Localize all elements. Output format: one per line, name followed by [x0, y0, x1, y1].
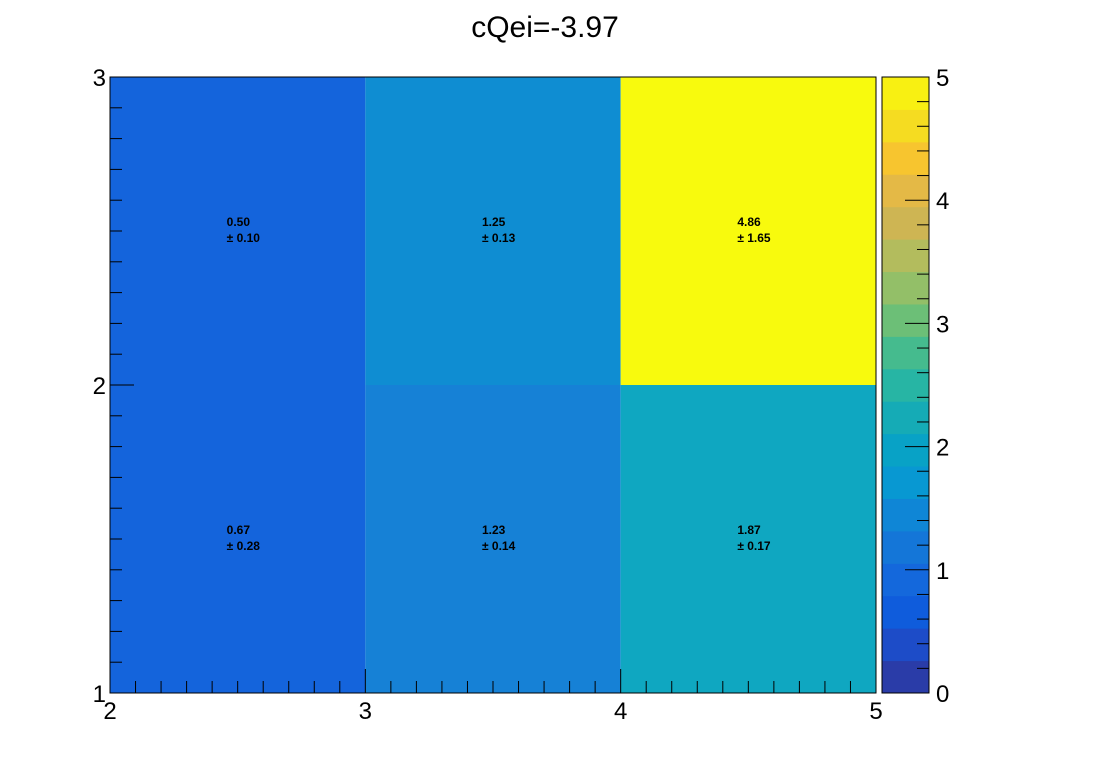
- color-scale-band: [882, 336, 929, 370]
- color-scale-band: [882, 628, 929, 662]
- cell-value-label: 1.25: [482, 215, 506, 229]
- z-tick-label: 5: [936, 65, 949, 92]
- heatmap-cell: [620, 385, 876, 693]
- cell-error-label: ± 0.28: [227, 539, 261, 553]
- x-tick-label: 2: [103, 698, 116, 725]
- color-scale-band: [882, 530, 929, 564]
- cell-error-label: ± 1.65: [737, 231, 771, 245]
- color-scale-band: [882, 271, 929, 305]
- z-tick-label: 4: [936, 188, 949, 215]
- z-tick-label: 2: [936, 435, 949, 462]
- color-scale-band: [882, 303, 929, 337]
- y-tick-label: 3: [93, 65, 106, 92]
- cell-labels: 0.67 ± 0.28 1.23 ± 0.14 1.87 ± 0.17 0.50 ± 0.10…: [227, 215, 771, 553]
- z-tick-label: 1: [936, 558, 949, 585]
- color-scale-band: [882, 206, 929, 240]
- heatmap-cells: [110, 77, 876, 693]
- cell-error-label: ± 0.10: [227, 231, 261, 245]
- color-scale-band: [882, 77, 929, 110]
- color-scale-band: [882, 595, 929, 629]
- heatmap-cell: [620, 77, 876, 385]
- color-scale-band: [882, 401, 929, 435]
- chart-title: cQei=-3.97: [471, 11, 619, 44]
- cell-value-label: 0.50: [227, 215, 251, 229]
- color-scale-band: [882, 563, 929, 597]
- x-tick-label: 3: [359, 698, 372, 725]
- color-scale-band: [882, 498, 929, 532]
- color-scale-band: [882, 368, 929, 402]
- cell-value-label: 1.87: [737, 523, 761, 537]
- cell-value-label: 4.86: [737, 215, 761, 229]
- cell-error-label: ± 0.17: [737, 539, 771, 553]
- heatmap-cell: [110, 77, 366, 385]
- color-scale-band: [882, 174, 929, 208]
- cell-error-label: ± 0.14: [482, 539, 516, 553]
- color-scale: [881, 76, 930, 694]
- y-tick-label: 2: [93, 373, 106, 400]
- z-tick-label: 0: [936, 681, 949, 708]
- color-scale-band: [882, 433, 929, 467]
- heatmap-cell: [365, 385, 621, 693]
- x-tick-label: 4: [614, 698, 627, 725]
- color-scale-axis: 0 1 2 3 4 5: [905, 65, 949, 708]
- x-tick-label: 5: [869, 698, 882, 725]
- y-tick-label: 1: [93, 681, 106, 708]
- heatmap-cell: [365, 77, 621, 385]
- cell-value-label: 0.67: [227, 523, 251, 537]
- heatmap-cell: [110, 385, 366, 693]
- color-scale-band: [882, 141, 929, 175]
- cell-value-label: 1.23: [482, 523, 506, 537]
- cell-error-label: ± 0.13: [482, 231, 516, 245]
- color-scale-band: [882, 660, 929, 694]
- z-tick-label: 3: [936, 311, 949, 338]
- color-scale-band: [882, 239, 929, 273]
